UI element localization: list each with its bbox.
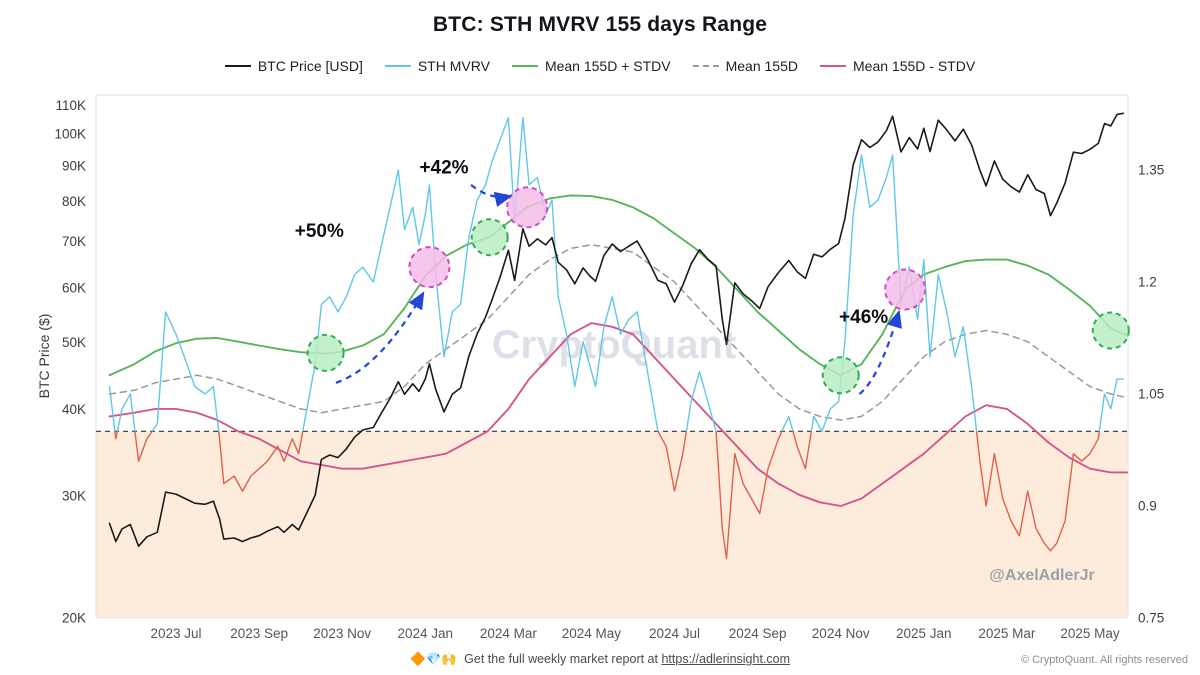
legend-label: Mean 155D + STDV	[544, 58, 671, 74]
x-axis-tick: 2024 Jul	[649, 626, 700, 641]
footer-text: Get the full weekly market report at	[464, 652, 658, 666]
legend-swatch	[511, 65, 538, 67]
y-axis-left-tick: 30K	[62, 489, 86, 504]
legend: BTC Price [USD] STH MVRV Mean 155D + STDV M…	[0, 58, 1200, 74]
legend-item-sth-mvrv: STH MVRV	[384, 58, 490, 74]
annotation-arrow	[470, 184, 513, 207]
copyright: © CryptoQuant. All rights reserved	[1020, 654, 1188, 666]
y-axis-right-tick: 1.05	[1138, 387, 1164, 402]
y-axis-right-tick: 1.2	[1138, 275, 1157, 290]
annotation-arrow	[335, 291, 425, 384]
x-axis-tick: 2024 Nov	[812, 626, 870, 641]
highlight-circle-green	[470, 218, 509, 257]
x-axis-tick: 2025 May	[1060, 626, 1120, 641]
highlight-circle-pink	[506, 186, 549, 229]
x-axis-tick: 2024 May	[562, 626, 622, 641]
below-threshold-shade	[96, 431, 1128, 618]
annotation-label: +50%	[295, 221, 344, 242]
legend-label: Mean 155D - STDV	[853, 58, 976, 74]
watermark-author: @AxelAdlerJr	[989, 567, 1094, 584]
legend-swatch	[384, 65, 411, 67]
x-axis-tick: 2025 Mar	[978, 626, 1036, 641]
legend-label: STH MVRV	[417, 58, 490, 74]
highlight-circle-green	[821, 356, 860, 395]
x-axis-tick: 2024 Jan	[398, 626, 454, 641]
series-mean-155d	[108, 243, 1129, 421]
x-axis-tick: 2024 Sep	[729, 626, 787, 641]
series-sth-mvrv-below-threshold	[114, 431, 1101, 559]
series-mean-155d-stdv	[108, 194, 1129, 377]
legend-item-btc-price-usd: BTC Price [USD]	[224, 58, 363, 74]
legend-item-mean-155d: Mean 155D	[692, 58, 798, 74]
watermark-cryptoquant: CryptoQuant	[492, 323, 736, 367]
annotation-arrow	[858, 309, 902, 395]
legend-swatch	[820, 65, 846, 67]
legend-item-mean-155d-stdv: Mean 155D + STDV	[511, 58, 671, 74]
x-axis-tick: 2023 Sep	[230, 626, 288, 641]
highlight-circle-green	[1091, 311, 1130, 350]
report-link[interactable]: https://adlerinsight.com	[661, 652, 791, 666]
annotation-label: +42%	[419, 158, 468, 179]
y-axis-left-tick: 80K	[62, 194, 86, 209]
legend-label: Mean 155D	[725, 58, 798, 74]
y-axis-left-tick: 50K	[62, 335, 86, 350]
footer-report-line: 🔶💎🙌 Get the full weekly market report at…	[0, 652, 1200, 667]
annotation-label: +46%	[839, 307, 888, 328]
chart-title: BTC: STH MVRV 155 days Range	[432, 13, 768, 36]
y-axis-left-tick: 70K	[62, 234, 86, 249]
y-axis-title: BTC Price ($)	[36, 313, 52, 399]
series-sth-mvrv	[108, 116, 1124, 432]
x-axis-tick: 2024 Mar	[480, 626, 538, 641]
legend-label: BTC Price [USD]	[257, 58, 363, 74]
y-axis-left-tick: 40K	[62, 402, 86, 417]
x-axis-tick: 2025 Jan	[896, 626, 952, 641]
footer-emoji: 🔶💎🙌	[409, 652, 457, 666]
y-axis-left-tick: 60K	[62, 280, 86, 295]
plot-border	[95, 94, 1129, 619]
legend-item-mean-155d-stdv: Mean 155D - STDV	[820, 58, 975, 74]
y-axis-left-tick: 110K	[55, 98, 86, 113]
y-axis-left-tick: 100K	[54, 127, 86, 142]
highlight-circle-pink	[884, 268, 927, 311]
x-axis-tick: 2023 Jul	[150, 626, 201, 641]
y-axis-left-tick: 20K	[62, 611, 86, 626]
highlight-circle-pink	[408, 246, 451, 289]
y-axis-right-tick: 1.35	[1138, 163, 1164, 178]
x-axis-tick: 2023 Nov	[313, 626, 371, 641]
highlight-circle-green	[306, 333, 345, 372]
y-axis-left-tick: 90K	[62, 158, 86, 173]
legend-swatch	[692, 65, 719, 67]
y-axis-right-tick: 0.75	[1138, 611, 1164, 626]
y-axis-right-tick: 0.9	[1138, 499, 1157, 514]
series-btc-price-usd	[108, 112, 1124, 548]
legend-swatch	[224, 65, 251, 67]
